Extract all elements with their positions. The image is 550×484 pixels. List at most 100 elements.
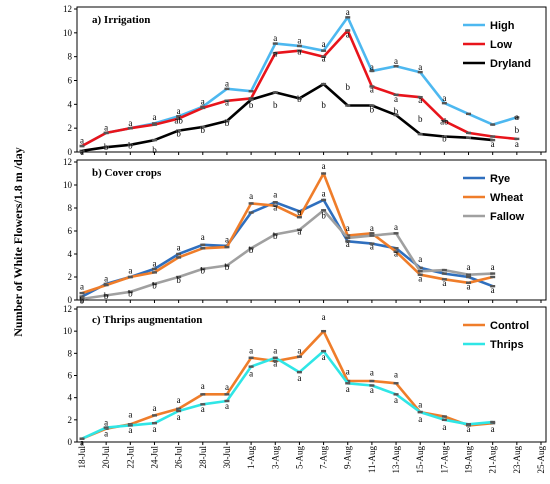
data-point [200, 267, 206, 271]
data-point [176, 409, 182, 413]
y-tick-label: 10 [63, 180, 73, 190]
data-point [466, 131, 472, 135]
significance-letter: a [128, 425, 132, 435]
data-point [248, 356, 254, 359]
legend-label: Rye [490, 173, 510, 185]
significance-letter: b [249, 245, 254, 255]
legend-label: Control [490, 320, 529, 332]
data-point [296, 44, 302, 48]
significance-letter: b [80, 295, 85, 305]
data-point [321, 172, 327, 175]
significance-letter: a [225, 98, 229, 108]
data-point [79, 144, 85, 148]
data-point [224, 264, 230, 267]
significance-letter: b [273, 231, 278, 241]
significance-letter: a [394, 94, 398, 104]
data-point [272, 359, 278, 363]
data-point [321, 209, 327, 212]
significance-letter: b [345, 82, 350, 92]
data-point [466, 136, 472, 139]
data-point [272, 91, 278, 94]
data-point [417, 95, 423, 99]
data-point [151, 421, 157, 425]
data-point [272, 204, 278, 207]
data-point [224, 119, 230, 123]
significance-letter: b [442, 133, 447, 143]
data-point [200, 247, 206, 250]
significance-letter: a [104, 123, 108, 133]
significance-letter: a [273, 33, 277, 43]
data-point [369, 104, 375, 107]
data-point [514, 116, 520, 119]
significance-letter: a [418, 400, 422, 410]
data-point [176, 407, 182, 410]
significance-letter: a [491, 139, 495, 149]
date-label: 3-Aug [270, 446, 280, 469]
data-point [345, 379, 351, 383]
significance-letter: a [322, 53, 326, 63]
data-point [490, 272, 496, 275]
significance-letter: a [370, 62, 374, 72]
data-point [200, 106, 206, 110]
data-point [151, 138, 157, 142]
significance-letter: a [152, 424, 156, 434]
y-tick-label: 4 [68, 393, 73, 403]
y-tick-label: 0 [68, 437, 73, 447]
significance-letter: a [152, 403, 156, 413]
data-point [393, 113, 399, 117]
data-point [393, 93, 399, 96]
data-point [272, 51, 278, 55]
significance-letter: a [201, 404, 205, 414]
date-label: 7-Aug [319, 446, 329, 469]
significance-letter: a [418, 95, 422, 105]
data-point [127, 126, 133, 130]
data-point [248, 98, 254, 101]
significance-letter: a [225, 235, 229, 245]
legend-label: Thrips [490, 339, 524, 351]
data-point [369, 384, 375, 387]
significance-letter: b [225, 262, 230, 272]
y-tick-label: 6 [68, 226, 73, 236]
significance-letter: a [177, 395, 181, 405]
date-label: 17-Aug [439, 446, 449, 474]
significance-letter: a [418, 62, 422, 72]
y-tick-label: 8 [68, 52, 73, 62]
significance-letter: a [346, 366, 350, 376]
significance-letter: b [201, 266, 206, 276]
date-axis-labels: 18-Jul 20-Jul 22-Jul 24-Jul 26-Jul 28-Jul 30-J… [77, 445, 546, 473]
data-point [103, 146, 109, 149]
data-point [103, 131, 109, 135]
significance-letter: a [346, 30, 350, 40]
data-point [151, 267, 157, 271]
significance-letter: b [176, 129, 181, 139]
data-point [490, 275, 496, 279]
data-point [417, 132, 423, 136]
data-point [321, 198, 327, 202]
significance-letter: a [128, 118, 132, 128]
significance-letter: b [128, 289, 133, 299]
significance-letter: a [467, 424, 471, 434]
data-point [417, 410, 423, 414]
y-tick-label: 10 [63, 28, 73, 38]
significance-letter: a [394, 395, 398, 405]
significance-letter: a [442, 278, 446, 288]
significance-letter: a [152, 112, 156, 122]
data-point [393, 382, 399, 385]
data-point [127, 424, 133, 427]
significance-letter: a [80, 136, 84, 146]
significance-letter: a [442, 93, 446, 103]
date-label: 26-Jul [174, 445, 184, 468]
data-point [441, 278, 447, 281]
data-point [296, 228, 302, 232]
significance-letter: a [346, 384, 350, 394]
y-tick-label: 0 [68, 295, 73, 305]
data-point [417, 266, 423, 269]
panel-3: 0 2 4 6 8 10 12 c) Thrips augmentation Control Th… [63, 304, 547, 447]
data-point [224, 87, 230, 91]
date-label: 1-Aug [246, 445, 256, 468]
data-point [393, 250, 399, 253]
date-label: 9-Aug [343, 445, 353, 468]
significance-letter: a [491, 285, 495, 295]
